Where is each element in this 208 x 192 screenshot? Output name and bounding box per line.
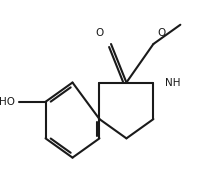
Text: NH: NH (165, 78, 180, 88)
Text: O: O (157, 28, 166, 38)
Text: HO: HO (0, 97, 15, 107)
Text: O: O (95, 28, 103, 38)
